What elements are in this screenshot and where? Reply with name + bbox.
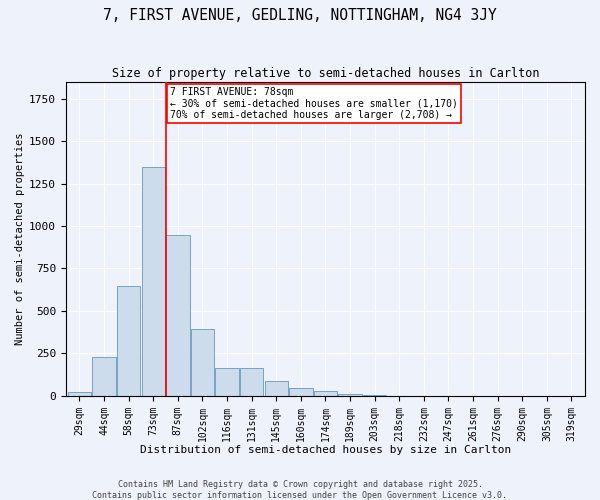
Text: 7 FIRST AVENUE: 78sqm
← 30% of semi-detached houses are smaller (1,170)
70% of s: 7 FIRST AVENUE: 78sqm ← 30% of semi-deta… xyxy=(170,87,458,120)
Title: Size of property relative to semi-detached houses in Carlton: Size of property relative to semi-detach… xyxy=(112,68,539,80)
Bar xyxy=(68,392,91,396)
Bar xyxy=(191,329,214,396)
Bar xyxy=(215,368,239,396)
Bar xyxy=(117,286,140,396)
Bar xyxy=(265,380,288,396)
Text: Contains HM Land Registry data © Crown copyright and database right 2025.
Contai: Contains HM Land Registry data © Crown c… xyxy=(92,480,508,500)
Bar xyxy=(338,394,362,396)
Bar xyxy=(314,391,337,396)
Bar xyxy=(142,166,165,396)
Bar xyxy=(289,388,313,396)
Y-axis label: Number of semi-detached properties: Number of semi-detached properties xyxy=(15,132,25,345)
Bar xyxy=(166,234,190,396)
X-axis label: Distribution of semi-detached houses by size in Carlton: Distribution of semi-detached houses by … xyxy=(140,445,511,455)
Bar xyxy=(240,368,263,396)
Bar xyxy=(92,357,116,396)
Text: 7, FIRST AVENUE, GEDLING, NOTTINGHAM, NG4 3JY: 7, FIRST AVENUE, GEDLING, NOTTINGHAM, NG… xyxy=(103,8,497,22)
Bar xyxy=(363,395,386,396)
